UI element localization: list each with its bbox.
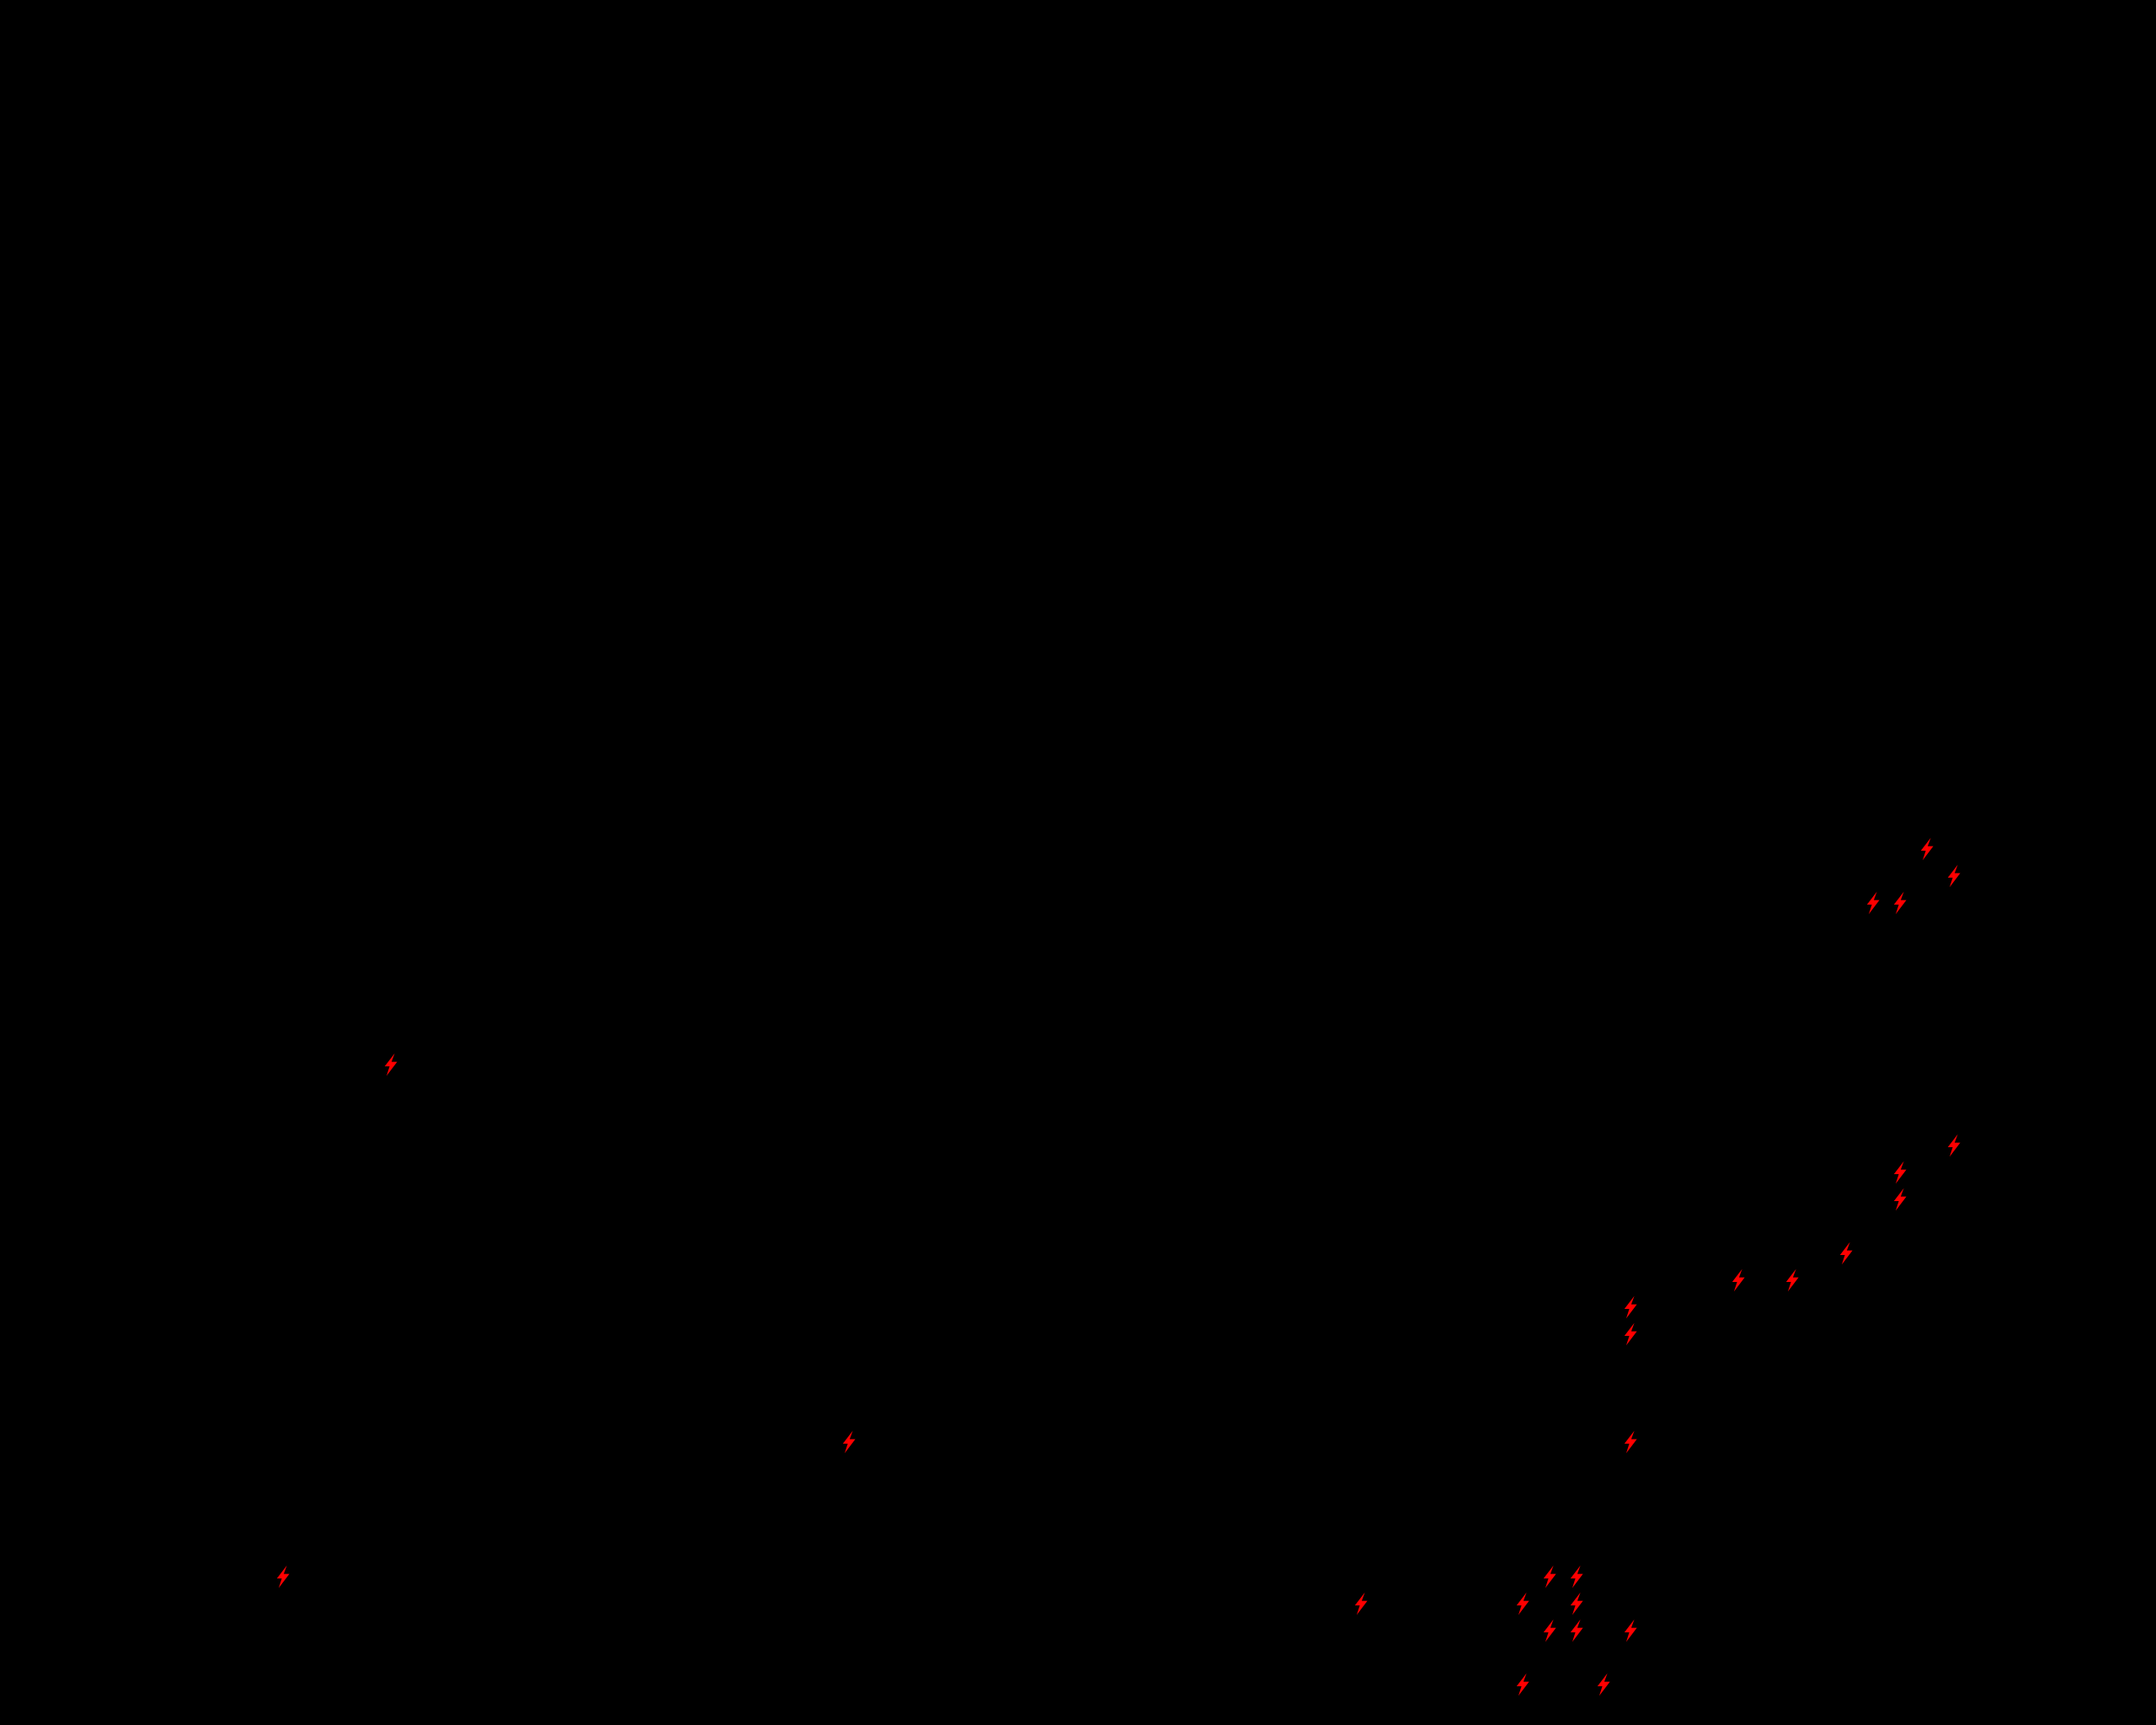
lightning-bolt-icon (377, 1051, 404, 1078)
lightning-bolt-icon (1348, 1590, 1374, 1617)
lightning-bolt-icon (1886, 1159, 1913, 1186)
lightning-bolt-icon (1563, 1563, 1590, 1590)
lightning-bolt-icon (1617, 1321, 1644, 1348)
lightning-bolt-icon (1940, 862, 1967, 889)
lightning-bolt-icon (1940, 1132, 1967, 1159)
lightning-bolt-icon (1913, 836, 1940, 862)
lightning-bolt-icon (1833, 1240, 1860, 1267)
lightning-bolt-icon (1617, 1429, 1644, 1455)
lightning-bolt-icon (1536, 1563, 1563, 1590)
lightning-bolt-icon (1886, 889, 1913, 916)
lightning-bolt-icon (1590, 1671, 1617, 1698)
lightning-bolt-icon (835, 1429, 862, 1455)
lightning-bolt-icon (1563, 1590, 1590, 1617)
lightning-bolt-icon (270, 1563, 296, 1590)
lightning-bolt-icon (1617, 1294, 1644, 1321)
lightning-bolt-icon (1617, 1617, 1644, 1644)
lightning-bolt-icon (1779, 1267, 1806, 1294)
lightning-bolt-icon (1725, 1267, 1752, 1294)
lightning-bolt-icon (1860, 889, 1886, 916)
lightning-bolt-icon (1536, 1617, 1563, 1644)
lightning-bolt-icon (1886, 1186, 1913, 1213)
lightning-bolt-icon (1509, 1590, 1536, 1617)
lightning-bolt-icon (1563, 1617, 1590, 1644)
lightning-bolt-icon (1509, 1671, 1536, 1698)
